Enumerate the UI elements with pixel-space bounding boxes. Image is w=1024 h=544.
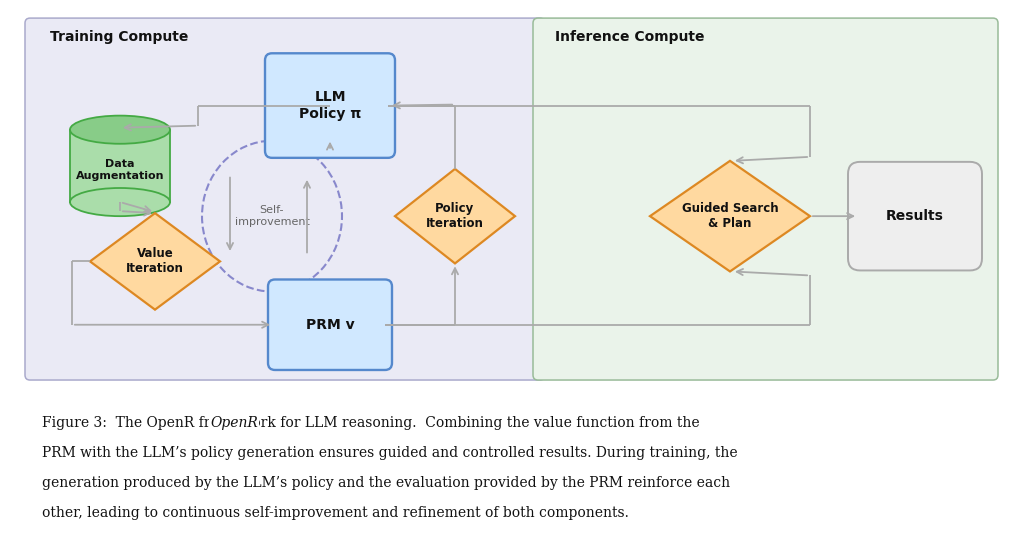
Bar xyxy=(70,129,170,202)
Text: PRM with the LLM’s policy generation ensures guided and controlled results. Duri: PRM with the LLM’s policy generation ens… xyxy=(42,446,737,460)
Text: Inference Compute: Inference Compute xyxy=(555,30,705,44)
FancyBboxPatch shape xyxy=(265,53,395,158)
Text: Training Compute: Training Compute xyxy=(50,30,188,44)
Ellipse shape xyxy=(70,188,170,216)
FancyBboxPatch shape xyxy=(268,280,392,370)
Text: OpenR: OpenR xyxy=(210,416,258,430)
Ellipse shape xyxy=(70,116,170,144)
Text: Guided Search
& Plan: Guided Search & Plan xyxy=(682,202,778,230)
Text: Self-
improvement: Self- improvement xyxy=(234,205,309,227)
Text: PRM v: PRM v xyxy=(306,318,354,332)
Text: Data
Augmentation: Data Augmentation xyxy=(76,159,164,181)
Text: Figure 3:  The OpenR framework for LLM reasoning.  Combining the value function : Figure 3: The OpenR framework for LLM re… xyxy=(42,416,699,430)
Polygon shape xyxy=(395,169,515,263)
Text: Results: Results xyxy=(886,209,944,223)
Text: Value
Iteration: Value Iteration xyxy=(126,248,184,275)
Text: Policy
Iteration: Policy Iteration xyxy=(426,202,484,230)
FancyBboxPatch shape xyxy=(848,162,982,270)
Polygon shape xyxy=(90,213,220,310)
FancyBboxPatch shape xyxy=(534,18,998,380)
Text: generation produced by the LLM’s policy and the evaluation provided by the PRM r: generation produced by the LLM’s policy … xyxy=(42,476,730,490)
FancyBboxPatch shape xyxy=(25,18,545,380)
Polygon shape xyxy=(650,161,810,271)
Text: other, leading to continuous self-improvement and refinement of both components.: other, leading to continuous self-improv… xyxy=(42,506,629,520)
Text: LLM
Policy π: LLM Policy π xyxy=(299,90,361,121)
